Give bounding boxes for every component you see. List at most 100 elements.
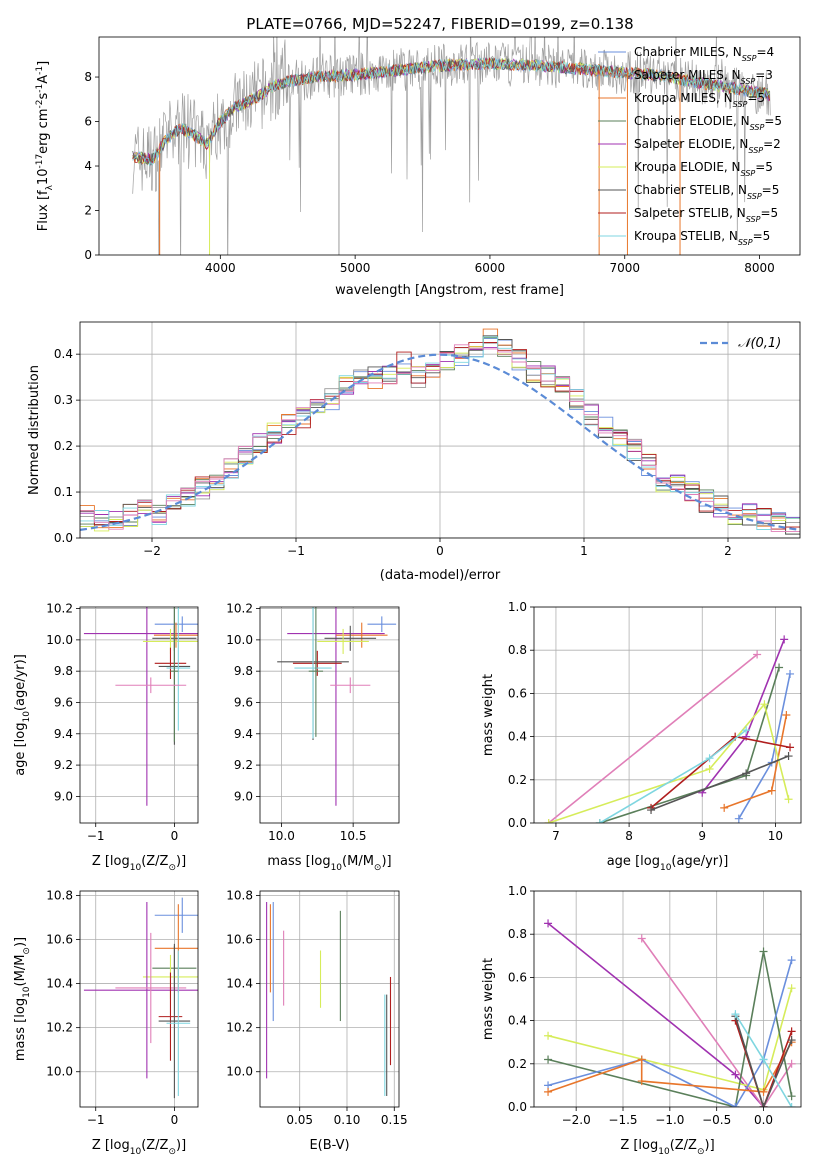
- age-vs-z-xlabel-part: 10: [130, 863, 142, 873]
- age-vs-mass-ytick-label: 9.2: [234, 758, 253, 772]
- errorbar-point: [166, 950, 191, 1096]
- weight-marker: [753, 650, 762, 659]
- spectrum-ylabel-part: Flux [f: [36, 190, 51, 231]
- weight-marker: [720, 803, 729, 812]
- weight-series: [647, 752, 793, 815]
- mass-vs-z-xlabel: Z [log10(Z/Z⊙)]: [92, 1138, 186, 1157]
- weight-vs-age-xlabel-part: age [log: [607, 854, 660, 869]
- weight-marker: [637, 1077, 646, 1086]
- weight-marker: [784, 795, 793, 804]
- legend-tail: =2: [763, 137, 781, 151]
- spectrum-xtick-label: 6000: [475, 261, 506, 275]
- weight-vs-z-panel: −2.0 −1.5 −1.0 −0.5 0.0 0.0 0.2 0.4 0.6 0.8 1.0 mas…: [481, 884, 802, 1157]
- weight-vs-z-xlabel-part: ⊙: [697, 1147, 705, 1157]
- mass-vs-ebv-ytick-label: 10.2: [226, 1021, 253, 1035]
- residuals-panel: −2 −1 0 1 2 0.0 0.1 0.2 0.3 0.4 𝒩(0,1) (data-model)…: [27, 321, 801, 583]
- weight-vs-z-xtick-label: −1.5: [608, 1113, 637, 1127]
- weight-marker: [544, 1055, 553, 1064]
- legend-tail: =5: [760, 206, 778, 220]
- errorbar-point: [292, 650, 342, 676]
- residuals-plot-area: [80, 322, 800, 538]
- residuals-ytick-label: 0.2: [54, 439, 73, 453]
- mass-vs-z-xlabel-part: (Z/Z: [141, 1138, 168, 1153]
- residuals-xlabel: (data-model)/error: [380, 568, 501, 583]
- legend-label: Kroupa ELODIE, N: [634, 160, 741, 174]
- legend-tail: =5: [753, 229, 771, 243]
- spectrum-ylabel: Flux [fλ10-17erg cm-2s-1A-1]: [35, 61, 55, 231]
- errorbar-point: [294, 607, 332, 739]
- weight-line: [599, 667, 780, 823]
- weight-vs-age-ytick-label: 0.0: [508, 816, 527, 830]
- weight-marker: [759, 1103, 768, 1107]
- spectrum-ytick-label: 2: [84, 204, 92, 218]
- legend-label: Kroupa STELIB, N: [634, 229, 738, 243]
- age-vs-z-ylabel-part: (age/yr)]: [13, 654, 28, 711]
- weight-marker: [787, 1059, 796, 1068]
- spectrum-xtick-label: 8000: [744, 261, 775, 275]
- legend-label: Kroupa MILES, N: [634, 91, 733, 105]
- legend-entry: Chabrier STELIB, NSSP=5: [634, 183, 779, 201]
- weight-series: [544, 700, 793, 823]
- weight-marker: [786, 669, 795, 678]
- age-vs-z-xtick-label: 0: [171, 829, 179, 843]
- weight-vs-age-xlabel-part: 10: [660, 863, 672, 873]
- mass-vs-z-frame: [79, 890, 199, 1108]
- age-vs-z-ytick-label: 10.0: [46, 633, 73, 647]
- age-vs-z-ytick-label: 9.2: [54, 758, 73, 772]
- weight-vs-z-xlabel-part: Z [log: [620, 1138, 658, 1153]
- spectrum-xtick-label: 5000: [340, 261, 371, 275]
- legend-label: Chabrier STELIB, N: [634, 183, 747, 197]
- age-vs-mass-ytick-label: 9.8: [234, 664, 253, 678]
- legend-label: Salpeter MILES, N: [634, 68, 741, 82]
- weight-marker: [731, 1103, 740, 1107]
- spectrum-ylabel-part: -2: [35, 100, 45, 109]
- spectrum-ylabel-part: ]: [36, 61, 51, 66]
- spectrum-ylabel-part: -1: [35, 84, 45, 93]
- mass-vs-z-plot-area: [80, 891, 198, 1107]
- spectrum-trace: [132, 57, 770, 167]
- spectrum-ytick-label: 6: [84, 115, 92, 129]
- residuals-ytick-label: 0.4: [54, 347, 73, 361]
- weight-vs-z-ytick-label: 1.0: [508, 884, 527, 898]
- mass-vs-ebv-xtick-label: 0.15: [381, 1113, 408, 1127]
- weight-marker: [759, 1087, 768, 1096]
- spectrum-ytick-label: 0: [84, 248, 92, 262]
- residual-histogram: [80, 344, 800, 538]
- legend-sub: SSP: [750, 123, 765, 132]
- weight-vs-z-ytick-label: 0.4: [508, 1014, 527, 1028]
- weight-vs-z-xlabel-part: )]: [705, 1138, 715, 1153]
- legend-tail: =5: [762, 183, 780, 197]
- weight-vs-z-ytick-label: 0.0: [508, 1100, 527, 1114]
- weight-series: [595, 726, 751, 823]
- weight-vs-z-plot-area: [534, 891, 801, 1107]
- age-vs-z-xlabel-part: )]: [176, 854, 186, 869]
- weight-vs-age-xtick-label: 9: [698, 829, 706, 843]
- legend-label: Chabrier ELODIE, N: [634, 114, 750, 128]
- weight-marker: [786, 743, 795, 752]
- spectrum-ylabel-part: λ: [45, 184, 55, 190]
- weight-series: [595, 663, 784, 823]
- weight-vs-age-plot-area: [534, 607, 801, 823]
- spectrum-ytick-label: 8: [84, 70, 92, 84]
- spectrum-frame: [98, 36, 801, 256]
- age-vs-mass-ytick-label: 10.2: [226, 602, 253, 616]
- errorbar-point: [367, 616, 397, 633]
- legend-entry: Chabrier ELODIE, NSSP=5: [634, 114, 782, 132]
- legend-tail: =5: [764, 114, 782, 128]
- mass-vs-ebv-plot-area: [260, 891, 399, 1107]
- age-vs-z-ytick-label: 10.2: [46, 602, 73, 616]
- weight-marker: [760, 700, 769, 709]
- spectrum-ytick-label: 4: [84, 159, 92, 173]
- legend-sub: SSP: [748, 146, 763, 155]
- mass-vs-ebv-ytick-label: 10.8: [226, 888, 253, 902]
- weight-vs-z-ylabel: mass weight: [481, 958, 496, 1040]
- age-vs-z-frame: [79, 606, 199, 824]
- legend-sub: SSP: [742, 54, 757, 63]
- weight-marker: [544, 919, 553, 928]
- weight-vs-z-xlabel-part: 10: [658, 1147, 670, 1157]
- spectrum-panel: 4000 5000 6000 7000 8000 0 2 4 6 8 wavelength [Ang…: [35, 36, 801, 298]
- age-vs-mass-xlabel-part: ⊙: [374, 863, 382, 873]
- age-vs-mass-xtick-label: 10.5: [340, 829, 367, 843]
- weight-line: [650, 755, 789, 811]
- errorbar-point: [154, 897, 198, 933]
